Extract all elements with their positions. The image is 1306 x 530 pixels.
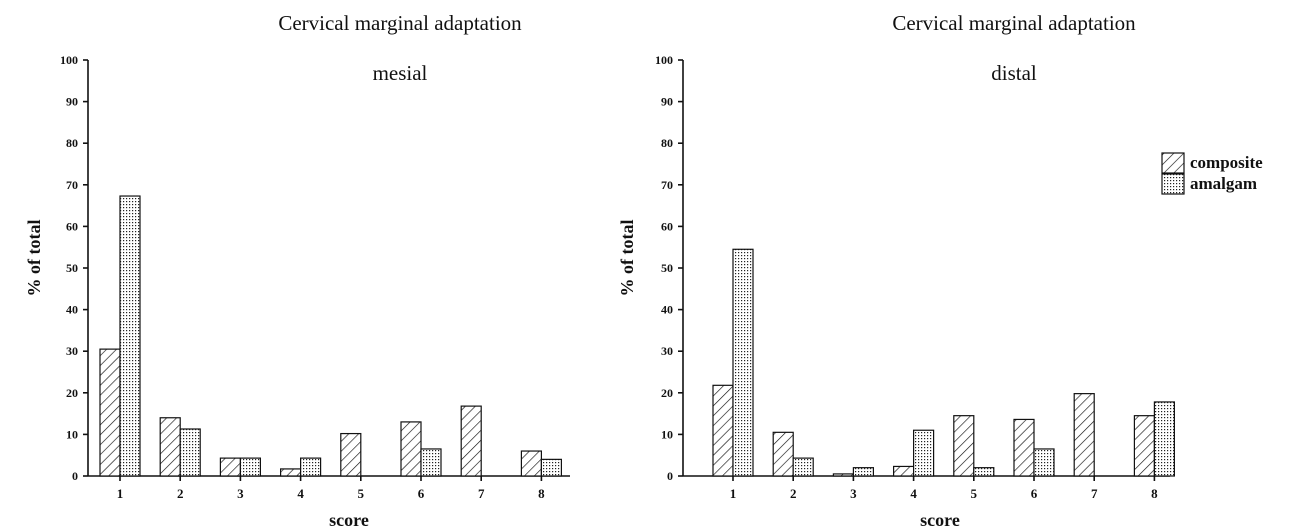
x-tick-label: 7 xyxy=(478,486,485,501)
x-tick-label: 5 xyxy=(358,486,365,501)
bar-composite-score-4 xyxy=(280,468,302,477)
y-tick-label: 70 xyxy=(66,178,78,192)
bar-amalgam-score-3 xyxy=(239,457,261,477)
y-tick-label: 30 xyxy=(661,344,673,358)
bar-composite-score-4 xyxy=(892,465,915,477)
bar-composite-score-6 xyxy=(400,421,422,477)
x-tick-label: 1 xyxy=(117,486,124,501)
y-tick-label: 40 xyxy=(661,303,673,317)
chart-distal: Cervical marginal adaptation distal % of… xyxy=(617,11,1176,530)
chart-title: Cervical marginal adaptation xyxy=(892,11,1136,35)
x-tick-label: 8 xyxy=(1151,486,1158,501)
bar-amalgam-score-6 xyxy=(1033,448,1055,477)
x-tick-label: 1 xyxy=(730,486,737,501)
bar-composite-score-7 xyxy=(460,405,482,477)
bar-composite-score-3 xyxy=(219,457,241,477)
y-tick-label: 30 xyxy=(66,344,78,358)
y-tick-label: 90 xyxy=(661,95,673,109)
x-tick-label: 6 xyxy=(418,486,425,501)
y-tick-label: 50 xyxy=(661,261,673,275)
chart-subtitle: mesial xyxy=(373,61,428,85)
bar-amalgam-score-2 xyxy=(792,457,814,477)
bar-amalgam-score-1 xyxy=(732,248,754,477)
x-tick-label: 2 xyxy=(790,486,797,501)
chart-subtitle: distal xyxy=(991,61,1037,85)
x-tick-label: 8 xyxy=(538,486,545,501)
x-tick-label: 4 xyxy=(910,486,917,501)
y-tick-label: 40 xyxy=(66,303,78,317)
y-tick-label: 100 xyxy=(655,53,673,67)
x-tick-label: 6 xyxy=(1031,486,1038,501)
y-tick-label: 0 xyxy=(72,469,78,483)
legend-label-composite: composite xyxy=(1190,153,1263,172)
y-tick-label: 50 xyxy=(66,261,78,275)
legend: composite amalgam xyxy=(1161,152,1263,195)
bar-composite-score-7 xyxy=(1073,393,1095,477)
x-tick-label: 4 xyxy=(297,486,304,501)
y-tick-label: 60 xyxy=(66,219,78,233)
y-tick-label: 0 xyxy=(667,469,673,483)
x-tick-label: 2 xyxy=(177,486,184,501)
x-tick-label: 3 xyxy=(850,486,857,501)
x-axis-label: score xyxy=(329,510,369,530)
bar-amalgam-score-8 xyxy=(1153,401,1176,477)
x-tick-label: 5 xyxy=(971,486,978,501)
y-tick-label: 90 xyxy=(66,95,78,109)
bar-amalgam-score-3 xyxy=(852,467,875,477)
bar-composite-score-8 xyxy=(1133,415,1156,477)
y-tick-label: 70 xyxy=(661,178,673,192)
y-tick-label: 80 xyxy=(66,136,78,150)
bar-amalgam-score-1 xyxy=(119,195,141,477)
bar-amalgam-score-2 xyxy=(179,428,201,477)
bar-amalgam-score-8 xyxy=(540,458,563,477)
y-tick-label: 10 xyxy=(661,427,673,441)
y-tick-label: 20 xyxy=(661,386,673,400)
bar-amalgam-score-4 xyxy=(912,429,935,477)
bar-composite-score-1 xyxy=(99,348,121,477)
y-tick-label: 20 xyxy=(66,386,78,400)
bar-composite-score-5 xyxy=(953,415,975,477)
bar-composite-score-2 xyxy=(772,431,794,477)
bar-amalgam-score-5 xyxy=(973,467,995,477)
legend-swatch-amalgam xyxy=(1161,173,1185,195)
legend-swatch-composite xyxy=(1161,152,1185,174)
x-tick-label: 7 xyxy=(1091,486,1098,501)
bar-composite-score-1 xyxy=(712,384,734,477)
y-tick-label: 60 xyxy=(661,219,673,233)
bar-composite-score-3 xyxy=(832,473,855,477)
bar-composite-score-5 xyxy=(340,432,362,477)
bar-amalgam-score-6 xyxy=(420,448,442,477)
bar-composite-score-2 xyxy=(159,417,181,477)
x-tick-label: 3 xyxy=(237,486,244,501)
y-tick-label: 10 xyxy=(66,427,78,441)
x-axis-label: score xyxy=(920,510,960,530)
y-axis-label: % of total xyxy=(617,220,637,297)
chart-mesial: Cervical marginal adaptation mesial % of… xyxy=(24,11,570,530)
bar-composite-score-8 xyxy=(520,450,543,477)
legend-label-amalgam: amalgam xyxy=(1190,174,1257,193)
y-axis-label: % of total xyxy=(24,220,44,297)
y-tick-label: 80 xyxy=(661,136,673,150)
y-tick-label: 100 xyxy=(60,53,78,67)
bar-composite-score-6 xyxy=(1013,418,1035,477)
bar-amalgam-score-4 xyxy=(300,457,322,477)
chart-title: Cervical marginal adaptation xyxy=(278,11,522,35)
